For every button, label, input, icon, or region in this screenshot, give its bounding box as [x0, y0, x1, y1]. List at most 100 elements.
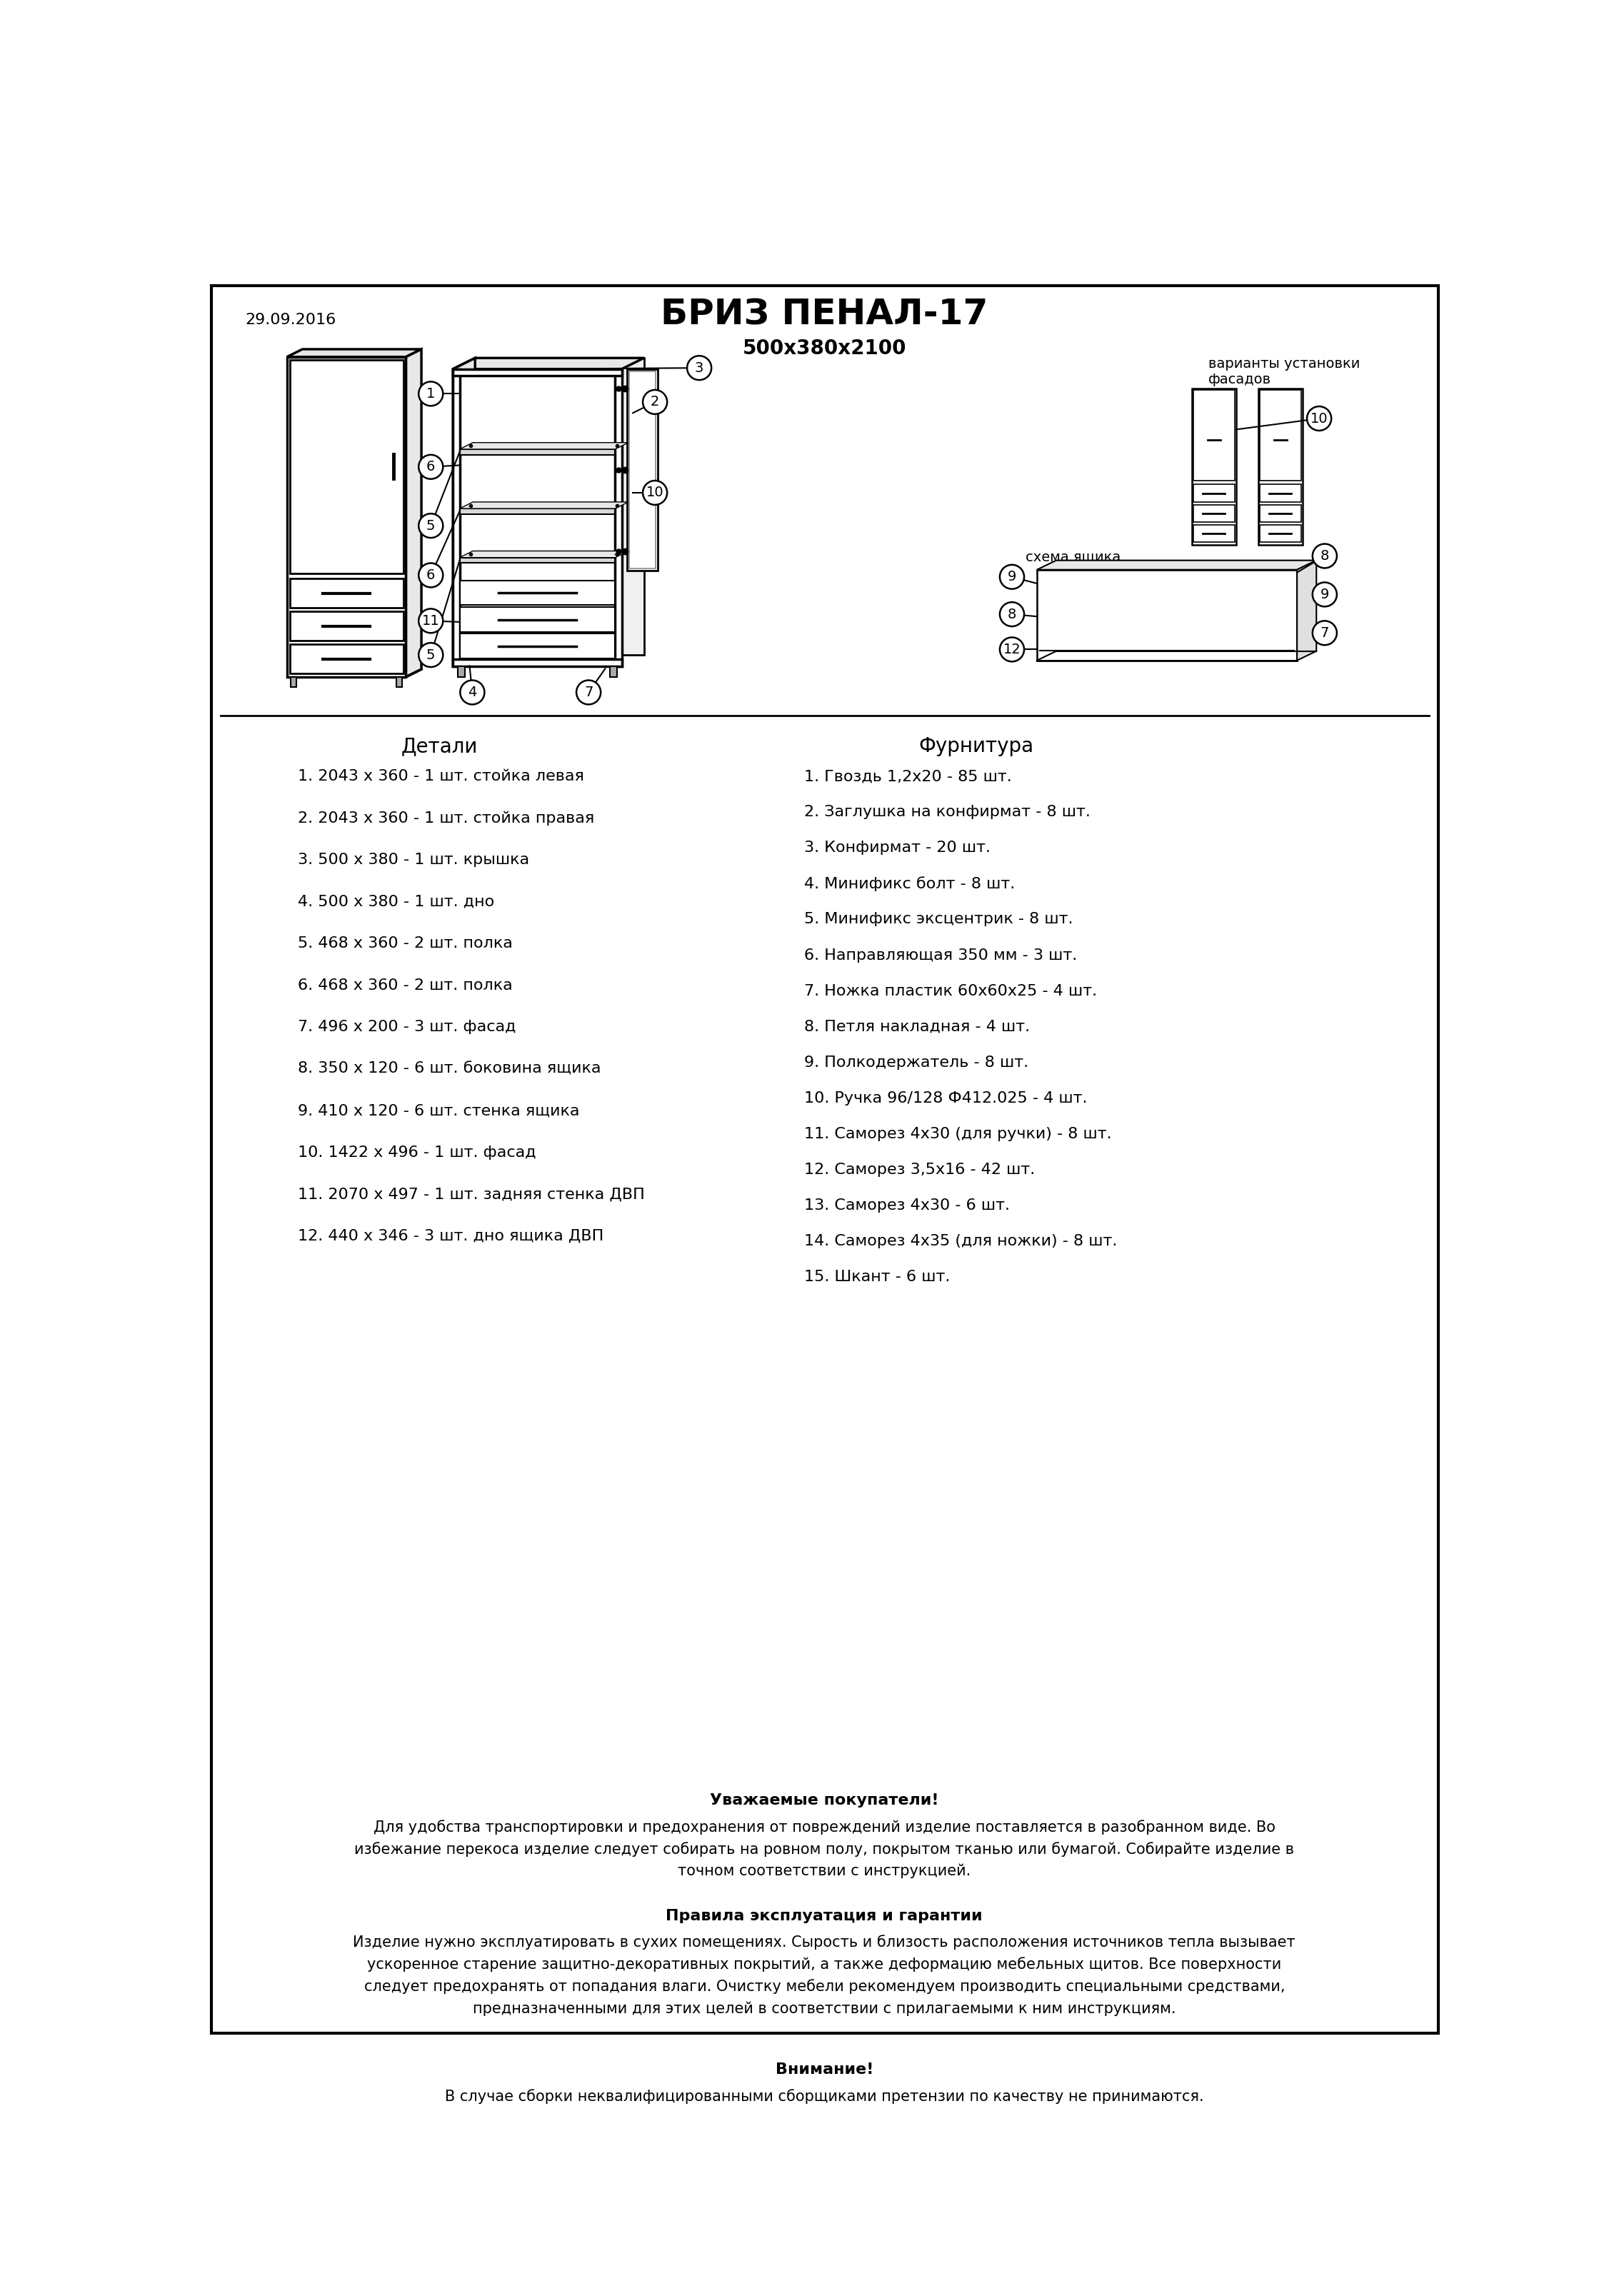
Text: 8. Петля накладная - 4 шт.: 8. Петля накладная - 4 шт.	[804, 1019, 1030, 1033]
Text: 8: 8	[1007, 608, 1017, 620]
Bar	[475, 358, 644, 654]
Bar	[460, 606, 615, 631]
Bar	[460, 510, 615, 514]
Text: 11: 11	[422, 613, 439, 627]
Text: 2. 2043 х 360 - 1 шт. стойка правая: 2. 2043 х 360 - 1 шт. стойка правая	[298, 810, 595, 827]
Bar	[629, 372, 655, 569]
Circle shape	[687, 356, 711, 381]
Text: Детали: Детали	[401, 737, 478, 755]
Bar	[459, 666, 465, 677]
Text: 3. 500 х 380 - 1 шт. крышка: 3. 500 х 380 - 1 шт. крышка	[298, 852, 529, 868]
Circle shape	[1313, 544, 1337, 567]
Polygon shape	[1297, 560, 1316, 661]
Bar	[1260, 390, 1300, 480]
Bar	[1260, 505, 1300, 521]
Polygon shape	[454, 358, 644, 370]
Bar	[454, 659, 621, 666]
Text: 1: 1	[426, 388, 436, 400]
Bar	[460, 450, 615, 455]
Text: 10: 10	[1310, 411, 1327, 425]
Text: 5: 5	[426, 647, 436, 661]
Text: Фурнитура: Фурнитура	[919, 737, 1033, 755]
Bar	[290, 611, 404, 641]
Text: 7. 496 х 200 - 3 шт. фасад: 7. 496 х 200 - 3 шт. фасад	[298, 1019, 516, 1035]
Circle shape	[1307, 406, 1331, 432]
Bar	[396, 677, 402, 687]
Bar	[1194, 505, 1234, 521]
Text: 15. Шкант - 6 шт.: 15. Шкант - 6 шт.	[804, 1270, 951, 1283]
Text: 11. 2070 х 497 - 1 шт. задняя стенка ДВП: 11. 2070 х 497 - 1 шт. задняя стенка ДВП	[298, 1187, 645, 1201]
Bar	[454, 370, 621, 377]
Text: 5. Минификс эксцентрик - 8 шт.: 5. Минификс эксцентрик - 8 шт.	[804, 912, 1073, 928]
Text: 500х380х2100: 500х380х2100	[742, 340, 906, 358]
Bar	[460, 634, 615, 659]
Text: 4: 4	[468, 687, 476, 698]
Polygon shape	[1036, 560, 1316, 569]
Circle shape	[1313, 583, 1337, 606]
Text: 13. Саморез 4х30 - 6 шт.: 13. Саморез 4х30 - 6 шт.	[804, 1199, 1010, 1212]
Text: 2: 2	[650, 395, 660, 409]
Bar	[1260, 484, 1300, 503]
Polygon shape	[454, 358, 475, 666]
Text: 4. 500 х 380 - 1 шт. дно: 4. 500 х 380 - 1 шт. дно	[298, 895, 494, 909]
Text: варианты установки
фасадов: варианты установки фасадов	[1208, 356, 1360, 386]
Text: 14. Саморез 4х35 (для ножки) - 8 шт.: 14. Саморез 4х35 (для ножки) - 8 шт.	[804, 1233, 1118, 1249]
Circle shape	[999, 565, 1025, 590]
Bar	[460, 377, 615, 659]
Text: 4. Минификс болт - 8 шт.: 4. Минификс болт - 8 шт.	[804, 877, 1015, 891]
Text: Правила эксплуатация и гарантии: Правила эксплуатация и гарантии	[666, 1908, 983, 1924]
Text: 1. 2043 х 360 - 1 шт. стойка левая: 1. 2043 х 360 - 1 шт. стойка левая	[298, 769, 584, 783]
Circle shape	[999, 638, 1025, 661]
Text: 12: 12	[1002, 643, 1020, 657]
Bar	[1260, 526, 1300, 542]
Bar	[454, 370, 460, 666]
Bar	[291, 677, 296, 687]
Text: 12. 440 х 346 - 3 шт. дно ящика ДВП: 12. 440 х 346 - 3 шт. дно ящика ДВП	[298, 1228, 603, 1244]
Bar	[1194, 484, 1234, 503]
Text: Изделие нужно эксплуатировать в сухих помещениях. Сырость и близость расположени: Изделие нужно эксплуатировать в сухих по…	[352, 1936, 1295, 2016]
Circle shape	[418, 455, 442, 480]
Text: 9. 410 х 120 - 6 шт. стенка ящика: 9. 410 х 120 - 6 шт. стенка ящика	[298, 1104, 579, 1118]
Text: 5: 5	[426, 519, 436, 533]
Circle shape	[418, 381, 442, 406]
Text: 10. 1422 х 496 - 1 шт. фасад: 10. 1422 х 496 - 1 шт. фасад	[298, 1146, 536, 1159]
Circle shape	[418, 563, 442, 588]
Bar	[460, 558, 615, 563]
Circle shape	[1313, 620, 1337, 645]
Text: 7: 7	[584, 687, 594, 698]
Text: 8. 350 х 120 - 6 шт. боковина ящика: 8. 350 х 120 - 6 шт. боковина ящика	[298, 1061, 602, 1077]
Text: 11. Саморез 4х30 (для ручки) - 8 шт.: 11. Саморез 4х30 (для ручки) - 8 шт.	[804, 1127, 1112, 1141]
Text: 7: 7	[1321, 627, 1329, 641]
Polygon shape	[460, 503, 629, 510]
Bar	[1258, 388, 1303, 544]
Text: БРИЗ ПЕНАЛ-17: БРИЗ ПЕНАЛ-17	[661, 298, 988, 333]
Bar	[628, 370, 658, 572]
Text: 9: 9	[1007, 569, 1017, 583]
Bar	[1192, 388, 1236, 544]
Circle shape	[999, 602, 1025, 627]
Polygon shape	[286, 349, 422, 356]
Text: 5. 468 х 360 - 2 шт. полка: 5. 468 х 360 - 2 шт. полка	[298, 937, 513, 951]
Text: 12. Саморез 3,5х16 - 42 шт.: 12. Саморез 3,5х16 - 42 шт.	[804, 1162, 1035, 1178]
Text: 9: 9	[1321, 588, 1329, 602]
Circle shape	[418, 643, 442, 668]
Bar	[460, 581, 615, 606]
Text: 10. Ручка 96/128 Ф412.025 - 4 шт.: 10. Ручка 96/128 Ф412.025 - 4 шт.	[804, 1091, 1088, 1104]
Bar	[1194, 526, 1234, 542]
Text: 8: 8	[1321, 549, 1329, 563]
Text: Для удобства транспортировки и предохранения от повреждений изделие поставляется: Для удобства транспортировки и предохран…	[354, 1821, 1294, 1878]
Bar	[290, 579, 404, 608]
Circle shape	[460, 680, 484, 705]
Text: 1. Гвоздь 1,2х20 - 85 шт.: 1. Гвоздь 1,2х20 - 85 шт.	[804, 769, 1012, 783]
Bar	[615, 370, 621, 666]
Bar	[290, 360, 404, 574]
Circle shape	[418, 608, 442, 634]
Polygon shape	[405, 349, 422, 677]
Text: Внимание!: Внимание!	[776, 2062, 874, 2078]
Circle shape	[576, 680, 600, 705]
Polygon shape	[460, 551, 629, 558]
Text: 3. Конфирмат - 20 шт.: 3. Конфирмат - 20 шт.	[804, 840, 991, 854]
Text: 7. Ножка пластик 60х60х25 - 4 шт.: 7. Ножка пластик 60х60х25 - 4 шт.	[804, 983, 1097, 999]
Text: 9. Полкодержатель - 8 шт.: 9. Полкодержатель - 8 шт.	[804, 1056, 1028, 1070]
Text: 6. Направляющая 350 мм - 3 шт.: 6. Направляющая 350 мм - 3 шт.	[804, 948, 1078, 962]
